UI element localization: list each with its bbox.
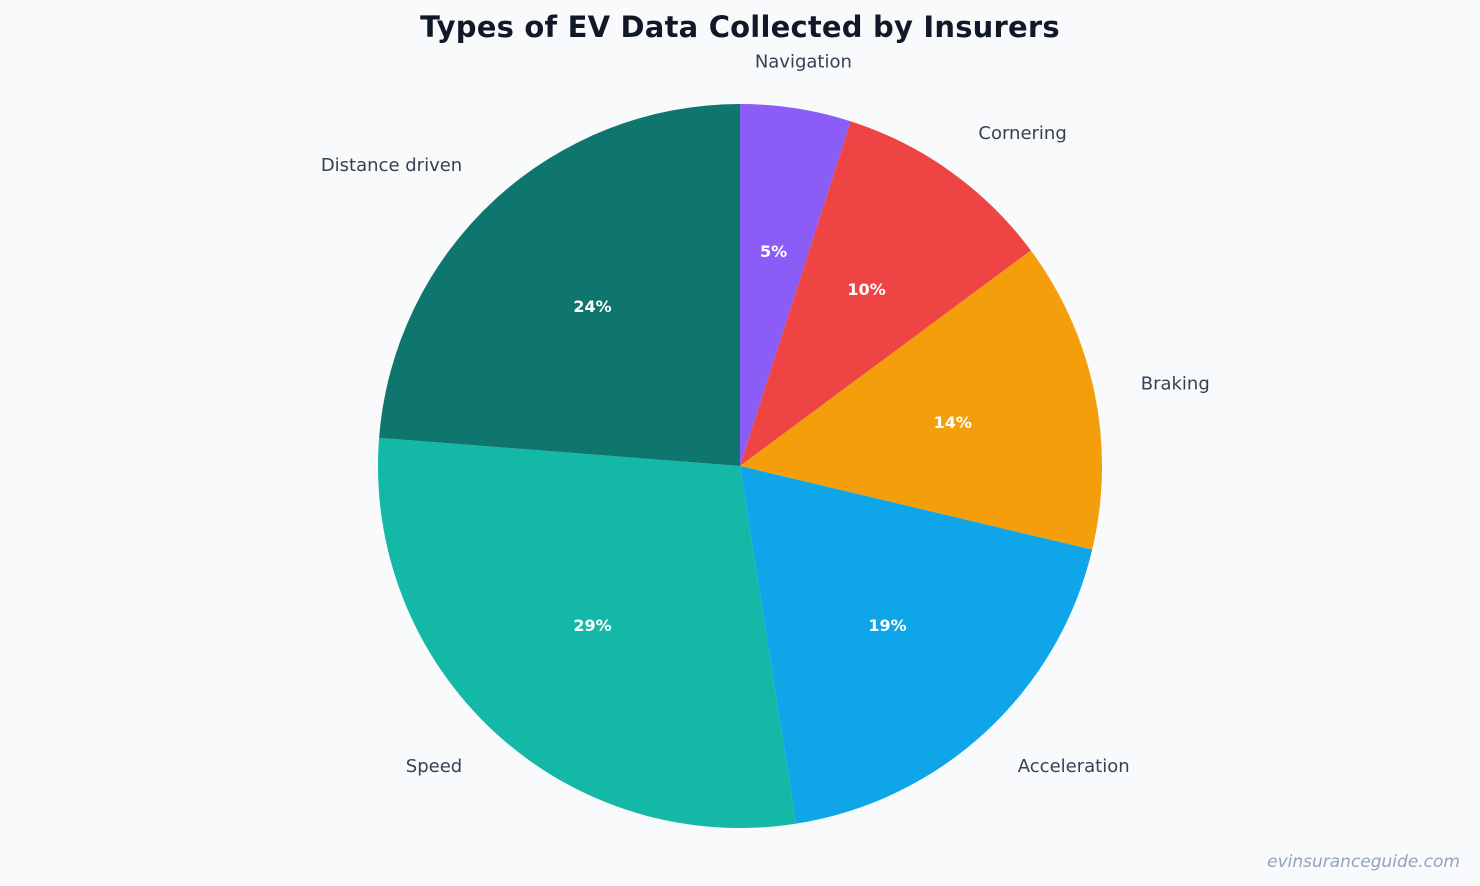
chart-title: Types of EV Data Collected by Insurers xyxy=(420,10,1060,44)
slice-label-distance-driven: Distance driven xyxy=(321,155,462,176)
slice-label-cornering: Cornering xyxy=(978,123,1066,144)
pct-label-acceleration: 19% xyxy=(868,616,906,635)
pie-slice-cornering xyxy=(740,121,1031,467)
pie-slice-distance-driven xyxy=(379,104,740,466)
pct-label-speed: 29% xyxy=(573,616,611,635)
pie-slice-acceleration xyxy=(740,466,1093,824)
pct-label-braking: 14% xyxy=(934,413,972,432)
pie-slice-navigation xyxy=(740,104,851,466)
slice-label-braking: Braking xyxy=(1141,373,1210,394)
watermark: evinsuranceguide.com xyxy=(1267,852,1460,872)
pie-slice-speed xyxy=(377,437,797,828)
pct-label-distance-driven: 24% xyxy=(573,297,611,316)
pct-label-cornering: 10% xyxy=(847,280,885,299)
pct-label-navigation: 5% xyxy=(760,242,787,261)
slice-label-navigation: Navigation xyxy=(755,51,852,72)
pie-slice-braking xyxy=(740,250,1102,550)
slice-label-acceleration: Acceleration xyxy=(1018,756,1130,777)
slice-label-speed: Speed xyxy=(406,756,462,777)
